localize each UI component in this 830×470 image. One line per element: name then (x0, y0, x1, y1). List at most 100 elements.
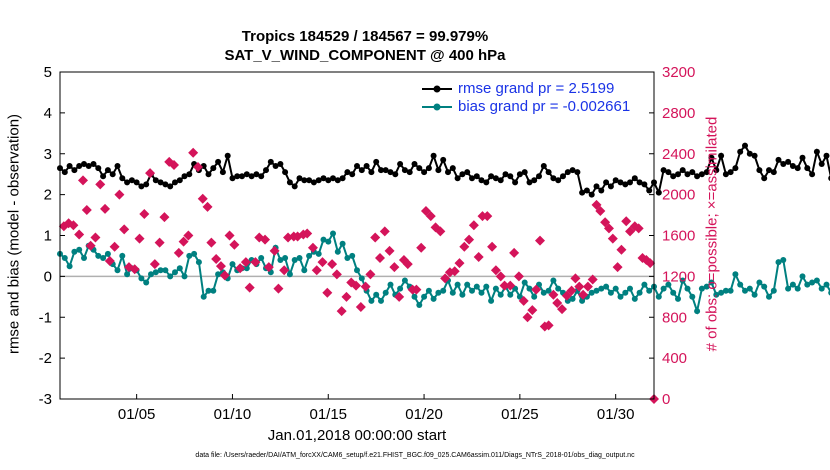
rmse-point (655, 189, 662, 196)
rmse-point (109, 171, 116, 178)
bias-point (176, 265, 183, 272)
obs-count-marker (317, 257, 328, 268)
y-tick-label-right: 800 (662, 309, 687, 326)
bias-point (162, 267, 169, 274)
bias-point (387, 281, 394, 288)
axis-layer: 5 4 3 2 1 0 -1 -2 -3 3200 2800 2400 2000 1600 1200 800 4… (39, 64, 696, 423)
obs-count-marker (425, 211, 436, 222)
rmse-point (641, 181, 648, 188)
rmse-point (488, 173, 495, 180)
bias-point (148, 271, 154, 278)
bias-point (761, 283, 768, 290)
bias-point (306, 252, 313, 259)
obs-count-marker (607, 233, 618, 244)
rmse-point (794, 165, 801, 172)
rmse-point (215, 158, 222, 165)
obs-count-marker (129, 264, 140, 275)
obs-count-marker (192, 162, 203, 173)
obs-count-marker (464, 234, 475, 245)
rmse-point (555, 177, 562, 184)
rmse-point (636, 179, 643, 186)
bias-point (569, 295, 576, 302)
bias-point (315, 250, 322, 257)
obs-count-marker (454, 258, 465, 269)
bias-point (617, 293, 624, 300)
obs-count-marker (336, 306, 347, 317)
rmse-point (727, 169, 734, 176)
obs-count-marker (81, 204, 92, 215)
rmse-point (277, 161, 284, 167)
obs-count-marker (595, 205, 606, 216)
obs-count-marker (513, 271, 524, 282)
bias-point (789, 281, 796, 288)
bias-point (607, 289, 614, 296)
rmse-point (234, 173, 241, 180)
rmse-point (785, 158, 792, 165)
rmse-point (507, 173, 514, 180)
rmse-point (310, 179, 317, 186)
rmse-point (809, 171, 816, 178)
rmse-point (478, 177, 485, 184)
bias-point (756, 279, 763, 286)
rmse-point (378, 167, 384, 174)
rmse-point (330, 175, 336, 182)
rmse-point (698, 171, 705, 178)
y-tick-label-right: 2800 (662, 105, 695, 122)
rmse-point (301, 177, 308, 184)
obs-count-marker (90, 232, 101, 243)
bias-point (718, 289, 725, 296)
obs-count-marker (416, 242, 427, 253)
bias-point (813, 277, 820, 284)
bias-point (473, 283, 480, 290)
bias-point (464, 281, 471, 288)
rmse-point (90, 161, 97, 167)
bias-point (411, 293, 418, 300)
bias-point (550, 277, 557, 284)
rmse-point (128, 177, 135, 184)
rmse-point (382, 167, 389, 174)
obs-count-marker (219, 270, 230, 281)
rmse-point (780, 161, 787, 167)
obs-count-marker (582, 281, 593, 292)
rmse-point (631, 175, 638, 182)
legend-bias-label: bias grand pr = -0.002661 (458, 98, 631, 115)
obs-count-marker (114, 189, 125, 200)
rmse-point (435, 167, 442, 174)
rmse-point (737, 148, 744, 155)
rmse-point (766, 167, 772, 174)
rmse-point (746, 150, 753, 157)
rmse-point (76, 163, 83, 169)
obs-count-marker (351, 280, 362, 291)
rmse-point (718, 152, 725, 159)
obs-count-marker (229, 239, 240, 250)
rmse-point (473, 173, 480, 180)
bias-point (823, 281, 830, 288)
rmse-point (243, 171, 250, 178)
rmse-point (560, 173, 566, 180)
obs-count-marker (74, 229, 85, 240)
bias-point (124, 271, 131, 278)
obs-count-marker (543, 320, 554, 331)
rmse-point (124, 179, 131, 186)
rmse-point (186, 171, 193, 178)
bias-point (119, 252, 126, 259)
bias-point (76, 246, 83, 253)
obs-count-marker (235, 263, 246, 274)
bias-point (358, 275, 365, 282)
rmse-point (425, 165, 432, 172)
rmse-point (761, 175, 768, 182)
obs-count-marker (574, 281, 585, 292)
rmse-point (598, 187, 605, 194)
rmse-point (536, 173, 542, 180)
bias-point (809, 279, 816, 286)
obs-count-marker (487, 241, 498, 252)
bias-point (545, 287, 552, 294)
rmse-point (387, 169, 394, 176)
rmse-point (344, 169, 351, 176)
rmse-point (579, 189, 586, 196)
rmse-point (114, 163, 121, 169)
obs-count-marker (173, 247, 184, 258)
rmse-point (172, 179, 178, 186)
rmse-point (263, 167, 269, 174)
bias-point (507, 291, 514, 298)
